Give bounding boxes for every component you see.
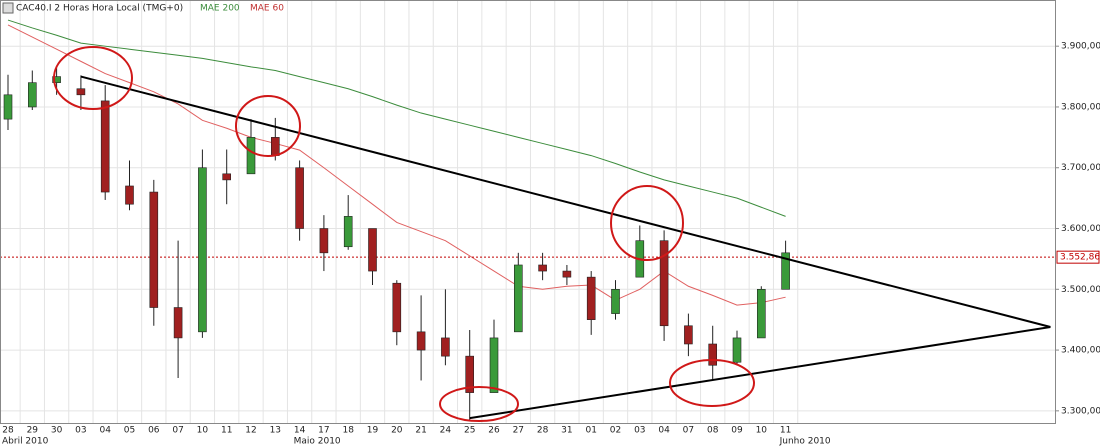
x-tick-label: 24 — [440, 426, 452, 436]
x-tick-label: 09 — [731, 426, 743, 436]
x-tick-label: 29 — [27, 426, 39, 436]
x-tick-label: 04 — [658, 426, 670, 436]
candle-body — [52, 76, 61, 83]
x-tick-label: 07 — [683, 426, 694, 436]
candle-body — [708, 343, 718, 366]
candle-body — [562, 270, 572, 278]
last-price-box — [1056, 250, 1100, 264]
x-tick-label: 10 — [756, 426, 768, 436]
candle-body — [684, 325, 693, 345]
y-tick-label: 3.600,00 — [1061, 224, 1100, 234]
candle-body — [538, 264, 547, 272]
trendline — [469, 325, 1051, 420]
candle-body — [513, 264, 523, 333]
candle-body — [319, 228, 329, 254]
candle-body — [343, 216, 353, 248]
x-tick-label: 11 — [780, 426, 791, 436]
y-tick-label: 3.300,00 — [1061, 406, 1100, 416]
candle-body — [270, 137, 280, 156]
candle-body — [416, 331, 426, 351]
x-tick-label: 08 — [707, 426, 719, 436]
month-label: Junho 2010 — [779, 437, 831, 447]
y-tick-label: 3.900,00 — [1061, 42, 1100, 52]
candle-body — [465, 355, 475, 393]
candle-body — [173, 307, 183, 339]
circle — [53, 46, 133, 110]
y-tick-label: 3.400,00 — [1061, 346, 1100, 356]
circle — [235, 95, 301, 157]
candle-body — [732, 337, 742, 363]
y-tick-label: 3.700,00 — [1061, 163, 1100, 173]
candle-body — [441, 337, 450, 357]
y-tick-label: 3.500,00 — [1061, 285, 1100, 295]
candle-body — [586, 276, 596, 320]
annotation-circles — [53, 46, 755, 422]
month-label: Maio 2010 — [294, 437, 341, 447]
x-tick-label: 18 — [342, 426, 354, 436]
candle-body — [781, 252, 790, 290]
moving-average — [7, 19, 786, 217]
x-tick-label: 27 — [513, 426, 524, 436]
x-tick-label: 07 — [172, 426, 183, 436]
candle-body — [368, 228, 377, 272]
x-tick-label: 03 — [75, 426, 86, 436]
x-tick-label: 02 — [610, 426, 621, 436]
candle-body — [3, 94, 13, 120]
circle — [439, 386, 519, 422]
x-tick-label: 06 — [148, 426, 160, 436]
candle-body — [76, 88, 86, 96]
legend-entry: MAE 200 — [200, 4, 240, 14]
x-tick-label: 13 — [270, 426, 281, 436]
x-tick-label: 21 — [415, 426, 426, 436]
candle-body — [392, 282, 402, 333]
x-tick-label: 30 — [51, 426, 63, 436]
candle-body — [756, 288, 766, 339]
legend-entry: MAE 60 — [250, 4, 284, 14]
candle-body — [222, 173, 231, 181]
month-label: Abril 2010 — [2, 437, 49, 447]
candle-body — [611, 288, 620, 314]
x-tick-label: 04 — [99, 426, 111, 436]
candle-body — [246, 137, 256, 175]
x-tick-label: 28 — [2, 426, 14, 436]
x-tick-label: 25 — [464, 426, 475, 436]
last-price-label: 3.552,86 — [1060, 253, 1100, 263]
grid — [0, 0, 1055, 423]
y-tick-label: 3.800,00 — [1061, 102, 1100, 112]
x-tick-label: 12 — [245, 426, 256, 436]
chart-icon — [2, 2, 14, 14]
chart-title: CAC40.I 2 Horas Hora Local (TMG+0) — [16, 4, 183, 14]
x-tick-label: 17 — [318, 426, 329, 436]
marks — [0, 19, 1055, 420]
candle-body — [295, 167, 304, 229]
circle — [610, 185, 684, 261]
moving-average — [7, 24, 786, 306]
candle-body — [149, 191, 159, 308]
circle — [669, 359, 755, 407]
x-tick-label: 03 — [634, 426, 645, 436]
x-tick-label: 01 — [585, 426, 596, 436]
x-tick-label: 26 — [488, 426, 500, 436]
x-tick-label: 14 — [294, 426, 306, 436]
candle-body — [659, 240, 669, 327]
x-tick-label: 20 — [391, 426, 403, 436]
x-tick-label: 05 — [124, 426, 135, 436]
plot-frame — [0, 0, 1056, 424]
trendline — [80, 75, 1051, 328]
candle-body — [125, 185, 134, 205]
x-tick-label: 31 — [561, 426, 572, 436]
x-tick-label: 19 — [367, 426, 379, 436]
x-tick-label: 10 — [197, 426, 209, 436]
candle-body — [489, 337, 499, 393]
x-tick-label: 11 — [221, 426, 232, 436]
x-tick-label: 28 — [537, 426, 549, 436]
candle-body — [100, 100, 110, 193]
candle-body — [198, 167, 207, 333]
candle-body — [27, 82, 37, 108]
